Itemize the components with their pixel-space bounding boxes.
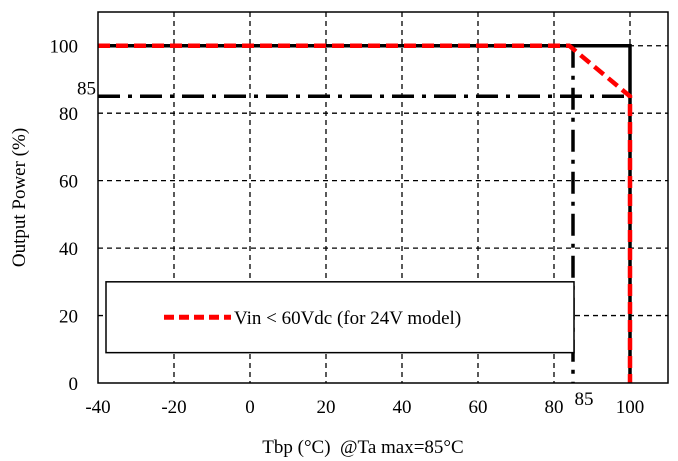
tick-labels: -40 -20 0 20 40 60 80 100 0 20 40 60 80 100	[50, 37, 645, 418]
y-axis-title: Output Power (%)	[9, 128, 30, 267]
plot-frame	[97, 11, 669, 384]
y-tick-label: 100	[50, 37, 79, 58]
y-tick-label: 20	[59, 307, 78, 328]
x-tick-label: -40	[85, 397, 110, 418]
y-tick-label: 80	[59, 104, 78, 125]
x-tick-label: 40	[393, 397, 412, 418]
y-tick-label: 0	[69, 374, 79, 395]
y-tick-label: 60	[59, 172, 78, 193]
x-tick-label: 80	[545, 397, 564, 418]
annotation-85: 85	[575, 389, 594, 410]
x-axis-title: Tbp (°C) @Ta max=85°C	[262, 437, 463, 458]
annotation-85: 85	[77, 78, 96, 99]
annotations: 85 85	[77, 78, 594, 410]
series-line-4	[98, 43, 633, 383]
x-tick-label: 100	[616, 397, 645, 418]
x-tick-label: -20	[161, 397, 186, 418]
series-lines	[98, 43, 633, 383]
legend-entry: Vin < 60Vdc (for 24V model)	[234, 308, 461, 329]
x-tick-label: 20	[317, 397, 336, 418]
legend: Vin < 60Vdc (for 24V model)	[105, 281, 575, 354]
x-tick-label: 60	[469, 397, 488, 418]
y-tick-label: 40	[59, 239, 78, 260]
x-tick-label: 0	[245, 397, 255, 418]
